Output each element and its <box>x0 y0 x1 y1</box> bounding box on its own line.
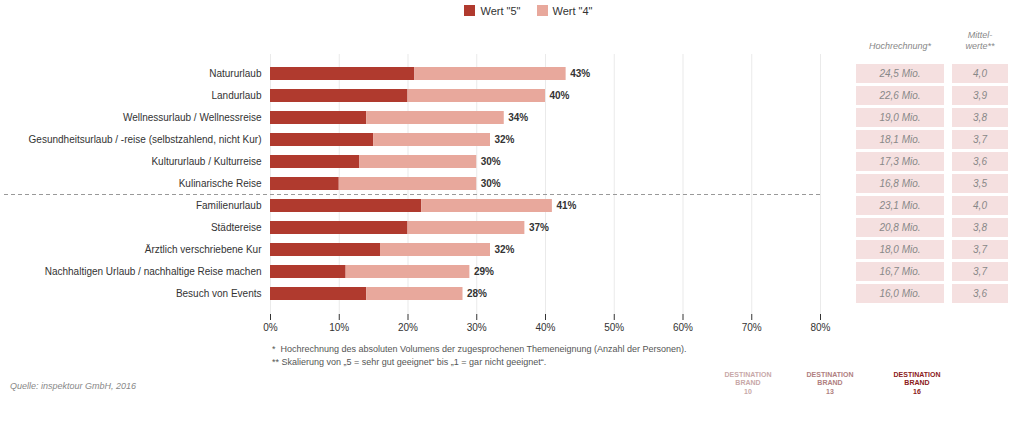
svg-text:29%: 29% <box>474 266 494 277</box>
html-text:3,8: 3,8 <box>973 112 987 123</box>
svg-text:Familienurlaub: Familienurlaub <box>196 200 262 211</box>
svg-text:60%: 60% <box>673 322 693 333</box>
svg-text:70%: 70% <box>742 322 762 333</box>
html-text:3,6: 3,6 <box>973 288 987 299</box>
html-text:DESTINATION BRAND 13: DESTINATION BRAND 13 <box>806 371 854 395</box>
svg-text:Kultururlaub / Kulturreise: Kultururlaub / Kulturreise <box>151 156 261 167</box>
html-text:DESTINATION BRAND 16: DESTINATION BRAND 16 <box>893 371 941 395</box>
svg-text:40%: 40% <box>550 90 570 101</box>
html-text:23,1 Mio.: 23,1 Mio. <box>879 200 921 211</box>
svg-text:32%: 32% <box>495 134 515 145</box>
svg-text:40%: 40% <box>535 322 555 333</box>
svg-text:Kulinarische Reise: Kulinarische Reise <box>179 178 262 189</box>
html-text:Mittel- werte**: Mittel- werte** <box>965 30 995 51</box>
html-text:22,6 Mio.: 22,6 Mio. <box>879 90 921 101</box>
svg-text:Wellnessurlaub / Wellnessreise: Wellnessurlaub / Wellnessreise <box>123 112 262 123</box>
html-text:3,7: 3,7 <box>973 244 987 255</box>
html-text:Hochrechnung*: Hochrechnung* <box>869 40 931 51</box>
html-text:17,3 Mio.: 17,3 Mio. <box>879 156 921 167</box>
svg-text:20%: 20% <box>398 322 418 333</box>
html-text:** Skalierung von „5 = sehr gu: ** Skalierung von „5 = sehr gut geeignet… <box>272 357 547 367</box>
html-text:3,9: 3,9 <box>973 90 987 101</box>
html-text:Wert "4": Wert "4" <box>552 5 593 17</box>
svg-text:50%: 50% <box>604 322 624 333</box>
svg-text:Städtereise: Städtereise <box>211 222 262 233</box>
html-text:3,7: 3,7 <box>973 266 987 277</box>
html-text:4,0: 4,0 <box>973 68 987 79</box>
svg-text:34%: 34% <box>508 112 528 123</box>
svg-text:Besuch von Events: Besuch von Events <box>176 288 262 299</box>
html-text:Quelle: inspektour GmbH, 2016: Quelle: inspektour GmbH, 2016 <box>10 381 137 391</box>
html-text:3,6: 3,6 <box>973 156 987 167</box>
html-text:3,5: 3,5 <box>973 178 987 189</box>
svg-text:43%: 43% <box>570 68 590 79</box>
svg-text:Gesundheitsurlaub / -reise (se: Gesundheitsurlaub / -reise (selbstzahlen… <box>29 134 262 145</box>
html-text:4,0: 4,0 <box>973 200 987 211</box>
html-text:16,8 Mio.: 16,8 Mio. <box>879 178 921 189</box>
html-text:19,0 Mio.: 19,0 Mio. <box>879 112 921 123</box>
svg-text:41%: 41% <box>556 200 576 211</box>
html-text:24,5 Mio.: 24,5 Mio. <box>879 68 921 79</box>
html-text:16,0 Mio.: 16,0 Mio. <box>879 288 921 299</box>
svg-text:Landurlaub: Landurlaub <box>211 90 261 101</box>
html-text:3,8: 3,8 <box>973 222 987 233</box>
svg-text:30%: 30% <box>467 322 487 333</box>
html-text:3,7: 3,7 <box>973 134 987 145</box>
svg-text:80%: 80% <box>810 322 830 333</box>
svg-text:37%: 37% <box>529 222 549 233</box>
svg-text:28%: 28% <box>467 288 487 299</box>
html-text:18,1 Mio.: 18,1 Mio. <box>879 134 921 145</box>
svg-text:Nachhaltigen Urlaub / nachhalt: Nachhaltigen Urlaub / nachhaltige Reise … <box>45 266 262 277</box>
svg-text:32%: 32% <box>495 244 515 255</box>
svg-text:30%: 30% <box>481 156 501 167</box>
html-text:20,8 Mio.: 20,8 Mio. <box>879 222 921 233</box>
html-text:DESTINATION BRAND 10: DESTINATION BRAND 10 <box>724 371 772 395</box>
svg-text:0%: 0% <box>263 322 278 333</box>
svg-text:30%: 30% <box>481 178 501 189</box>
svg-text:10%: 10% <box>329 322 349 333</box>
html-text:* Hochrechnung des absoluten V: * Hochrechnung des absoluten Volumens de… <box>272 344 687 354</box>
svg-text:Natururlaub: Natururlaub <box>209 68 262 79</box>
svg-text:Ärztlich verschriebene Kur: Ärztlich verschriebene Kur <box>145 244 262 255</box>
html-text:18,0 Mio.: 18,0 Mio. <box>879 244 921 255</box>
html-text:Wert "5": Wert "5" <box>480 5 521 17</box>
html-text:16,7 Mio.: 16,7 Mio. <box>879 266 921 277</box>
